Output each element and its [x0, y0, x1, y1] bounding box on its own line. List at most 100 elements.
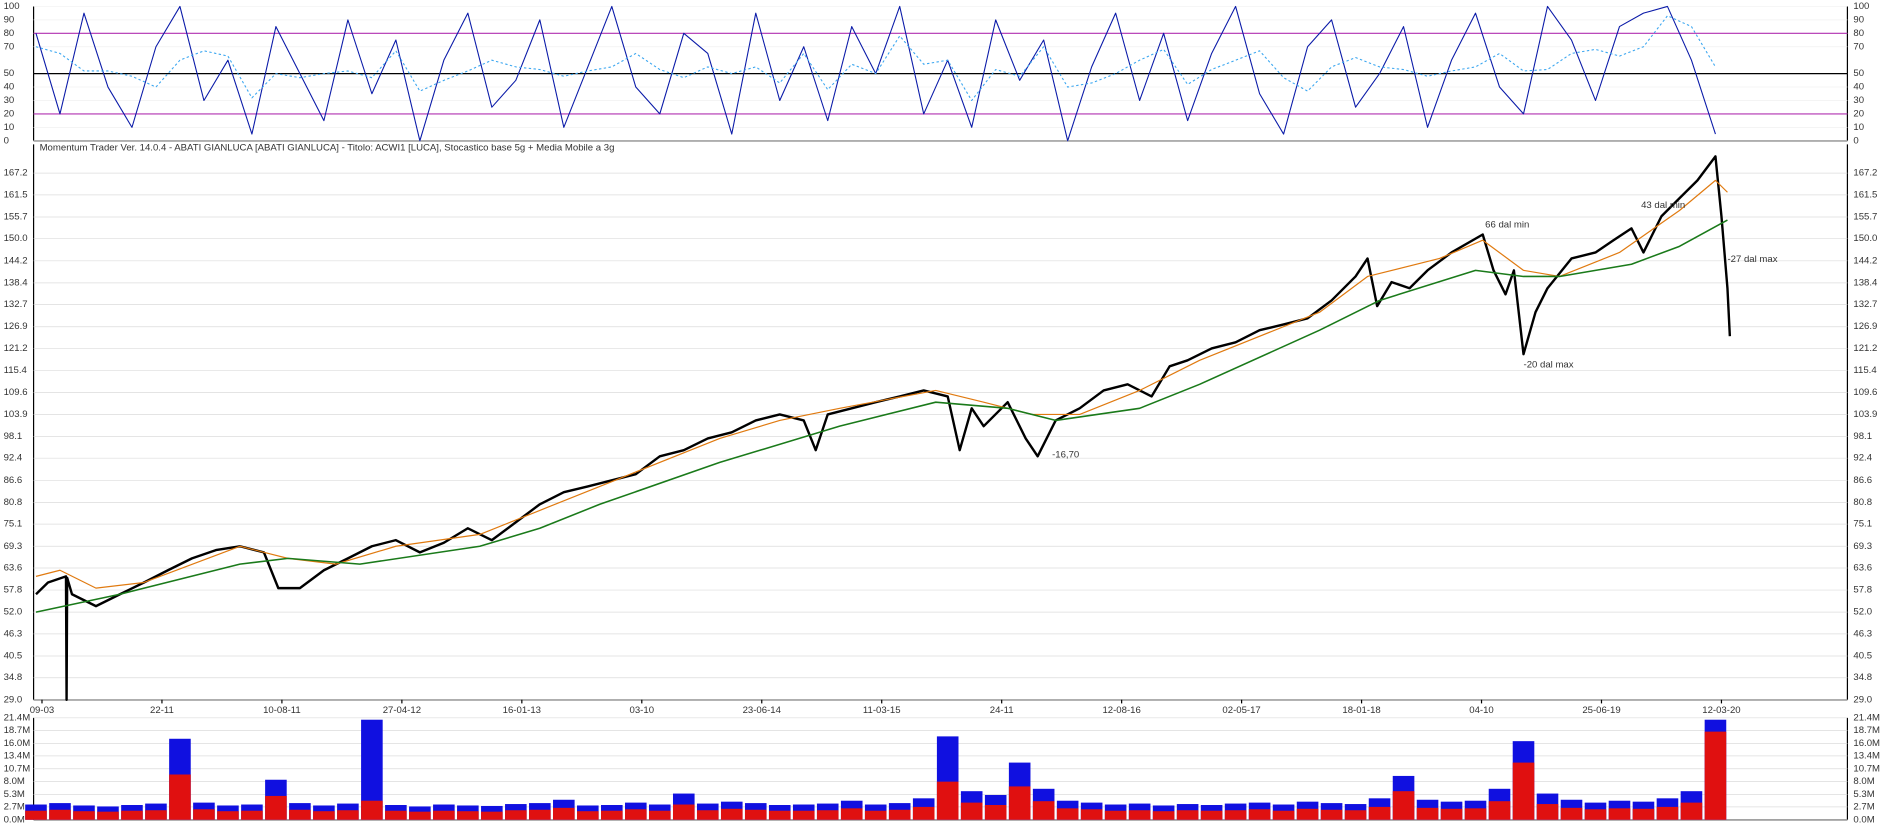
y-tick-label-right: 80.8	[1853, 497, 1872, 508]
volume-bar	[888, 809, 911, 820]
volume-bar	[217, 811, 239, 820]
volume-bar	[409, 811, 431, 820]
y-tick-label-right: 161.5	[1853, 189, 1877, 200]
volume-bar	[529, 809, 551, 820]
x-tick-label: 12-03-20	[1702, 705, 1740, 716]
y-tick-label: 86.6	[4, 475, 23, 486]
volume-bar	[1296, 808, 1319, 820]
y-tick-label: 150.0	[4, 233, 28, 244]
volume-bar	[1680, 802, 1703, 820]
volume-bar	[1128, 810, 1151, 820]
volume-bar	[313, 811, 335, 820]
x-tick-label: 27-04-12	[383, 705, 421, 716]
volume-bar	[361, 800, 383, 820]
y-tick-label-right: 155.7	[1853, 212, 1877, 223]
volume-bar	[1608, 808, 1631, 820]
annotation: 66 dal min	[1485, 219, 1529, 230]
y-tick-label-right: 63.6	[1853, 562, 1872, 573]
y-tick-label: 75.1	[4, 519, 23, 530]
volume-bar	[1224, 810, 1247, 820]
y-tick-label: 57.8	[4, 585, 23, 596]
volume-bar	[1056, 808, 1079, 820]
volume-bar	[601, 810, 623, 820]
y-tick-label: 80	[4, 28, 15, 39]
volume-bar	[984, 804, 1007, 820]
y-tick-label-right: 20	[1853, 108, 1864, 119]
volume-bar	[1560, 807, 1583, 820]
volume-bar	[385, 810, 407, 820]
volume-bar	[1152, 811, 1175, 820]
y-tick-label: 50	[4, 68, 15, 79]
x-tick-label: 10-08-11	[263, 705, 301, 716]
volume-bar	[577, 811, 599, 820]
volume-bar	[1440, 808, 1463, 820]
y-tick-label: 80.8	[4, 497, 23, 508]
y-tick-label-right: 103.9	[1853, 409, 1877, 420]
volume-bar	[864, 810, 887, 820]
volume-bar	[1008, 786, 1031, 820]
volume-bar	[193, 809, 215, 820]
volume-bar	[1416, 807, 1439, 820]
y-tick-label-right: 86.6	[1853, 475, 1872, 486]
volume-bar	[553, 807, 575, 820]
y-tick-label: 0	[4, 135, 9, 146]
y-tick-label: 138.4	[4, 277, 29, 288]
volume-bar	[1536, 804, 1559, 820]
y-tick-label-right: 98.1	[1853, 431, 1872, 442]
volume-bar	[121, 810, 143, 820]
volume-bar	[1584, 809, 1607, 820]
y-tick-label: 5.3M	[4, 789, 25, 800]
volume-bar	[97, 811, 119, 820]
y-tick-label-right: 0	[1853, 135, 1858, 146]
y-tick-label-right: 109.6	[1853, 387, 1877, 398]
y-tick-label-right: 18.7M	[1853, 725, 1880, 736]
caption: Momentum Trader Ver. 14.0.4 - ABATI GIAN…	[40, 143, 615, 154]
y-tick-label: 92.4	[4, 453, 23, 464]
volume-bar	[792, 810, 815, 820]
x-tick-label: 23-06-14	[743, 705, 782, 716]
y-tick-label: 103.9	[4, 409, 28, 420]
y-tick-label: 167.2	[4, 168, 28, 179]
y-tick-label-right: 70	[1853, 41, 1864, 52]
y-tick-label: 155.7	[4, 212, 28, 223]
x-tick-label: 11-03-15	[863, 705, 901, 716]
x-tick-label: 03-10	[630, 705, 655, 716]
y-tick-label-right: 10.7M	[1853, 763, 1880, 774]
y-tick-label-right: 132.7	[1853, 299, 1877, 310]
volume-bar	[1248, 809, 1271, 820]
y-tick-label: 121.2	[4, 343, 28, 354]
y-tick-label: 115.4	[4, 365, 28, 376]
y-tick-label-right: 29.0	[1853, 694, 1872, 705]
volume-bar	[768, 810, 791, 820]
y-tick-label-right: 30	[1853, 95, 1864, 106]
y-tick-label-right: 5.3M	[1853, 789, 1874, 800]
y-tick-label: 100	[4, 1, 20, 12]
volume-bar	[1512, 762, 1535, 820]
volume-bar	[433, 810, 455, 820]
y-tick-label: 63.6	[4, 562, 23, 573]
y-tick-label: 52.0	[4, 607, 23, 618]
y-tick-label: 109.6	[4, 387, 28, 398]
volume-bar	[744, 809, 767, 820]
volume-bar	[49, 809, 71, 820]
x-tick-label: 12-08-16	[1102, 705, 1140, 716]
y-tick-label-right: 126.9	[1853, 321, 1877, 332]
y-tick-label-right: 8.0M	[1853, 776, 1874, 787]
volume-bar	[457, 811, 479, 820]
series-line	[35, 219, 1728, 613]
volume-bar	[1488, 801, 1511, 820]
series-line	[35, 155, 1732, 702]
annotation: 43 dal min	[1641, 200, 1685, 211]
volume-bar	[936, 781, 959, 820]
y-tick-label: 29.0	[4, 694, 23, 705]
volume-bar	[696, 810, 719, 820]
x-tick-label: 18-01-18	[1342, 705, 1380, 716]
volume-bar	[720, 808, 743, 820]
volume-bar	[1392, 791, 1415, 820]
y-tick-label-right: 16.0M	[1853, 738, 1880, 749]
volume-bar	[648, 810, 671, 820]
volume-bar	[1272, 810, 1295, 820]
y-tick-label-right: 40.5	[1853, 651, 1872, 662]
y-tick-label: 98.1	[4, 431, 23, 442]
